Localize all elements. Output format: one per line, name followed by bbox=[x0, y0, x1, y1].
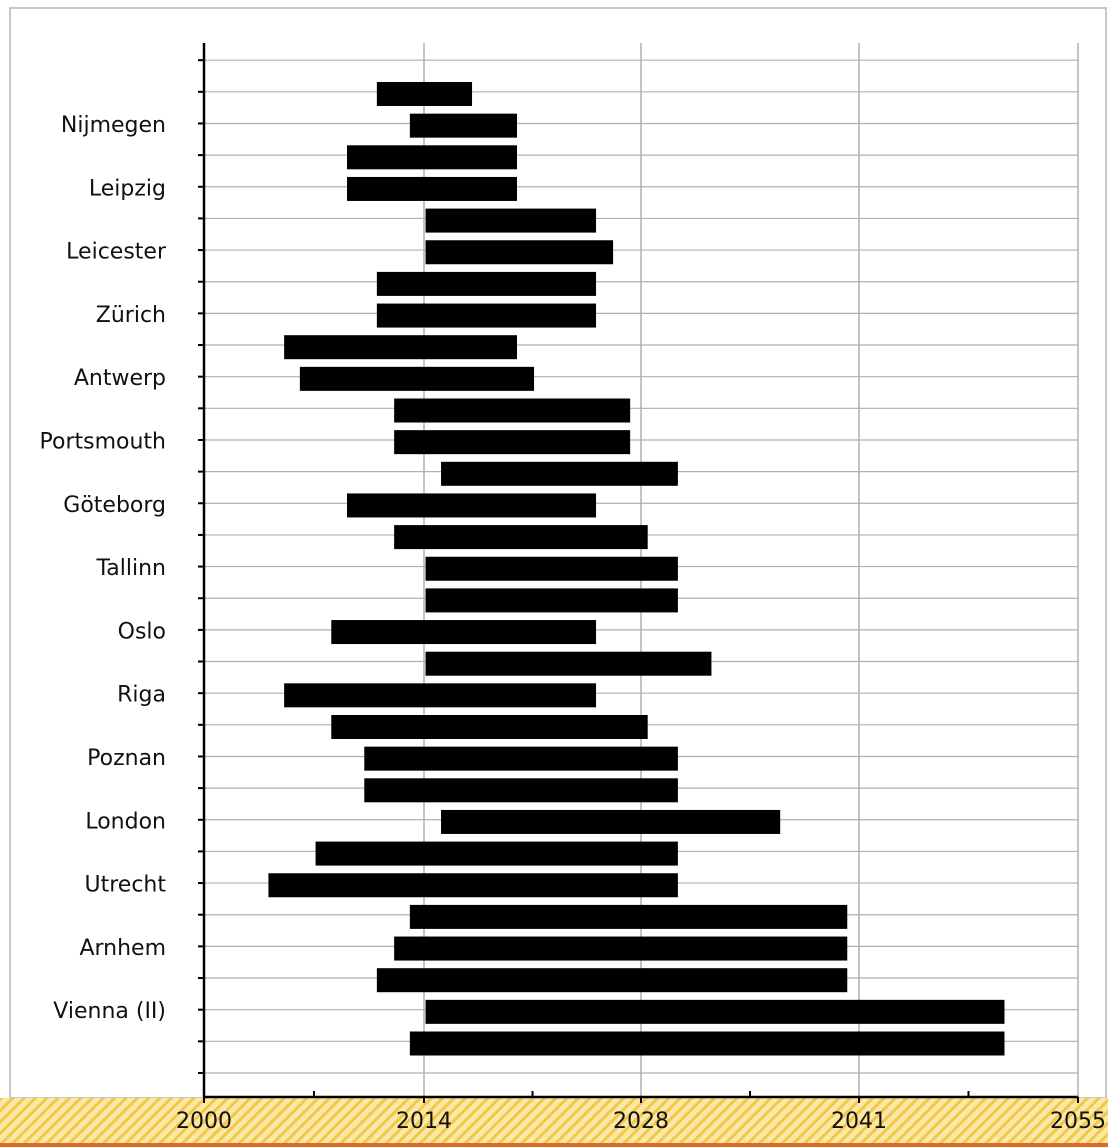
category-label: London bbox=[85, 809, 166, 834]
range-bar bbox=[284, 683, 597, 708]
range-bar bbox=[409, 113, 517, 138]
range-bar bbox=[331, 620, 597, 645]
range-bar bbox=[409, 904, 848, 929]
range-bar bbox=[347, 145, 517, 170]
footer-stripe-edge bbox=[0, 1143, 1108, 1147]
range-bar bbox=[394, 398, 631, 423]
category-label: Utrecht bbox=[85, 873, 167, 898]
x-tick-label: 2055 bbox=[1050, 1109, 1106, 1134]
x-tick-label: 2014 bbox=[396, 1109, 452, 1134]
category-label: Arnhem bbox=[79, 936, 166, 961]
category-label: Vienna (II) bbox=[53, 999, 166, 1024]
category-label: Leipzig bbox=[89, 176, 166, 201]
category-label: Leicester bbox=[66, 240, 167, 265]
range-bar bbox=[331, 715, 648, 739]
x-tick-label: 2041 bbox=[831, 1109, 887, 1134]
range-bar bbox=[394, 525, 648, 550]
range-bar bbox=[364, 778, 678, 803]
range-bar bbox=[425, 556, 678, 581]
range-bar bbox=[299, 366, 535, 391]
category-label: Oslo bbox=[118, 619, 166, 644]
range-bar bbox=[284, 335, 517, 360]
labels: Nijmegen Leipzig Leicester Zürich Antwerp Por… bbox=[40, 113, 1106, 1134]
range-bar bbox=[441, 809, 781, 834]
category-label: Antwerp bbox=[74, 366, 166, 391]
range-bar bbox=[376, 271, 597, 296]
range-bar bbox=[441, 461, 678, 486]
category-label: Zürich bbox=[96, 303, 166, 328]
range-bar bbox=[347, 493, 597, 518]
range-bar bbox=[394, 936, 848, 961]
range-bar bbox=[376, 303, 597, 328]
bars bbox=[268, 82, 1005, 1056]
range-bar bbox=[425, 651, 712, 676]
category-label: Tallinn bbox=[95, 556, 166, 581]
range-bar bbox=[268, 873, 678, 898]
range-bar bbox=[364, 746, 678, 771]
axes bbox=[198, 43, 1079, 1103]
x-tick-label: 2000 bbox=[176, 1109, 232, 1134]
footer-stripe bbox=[0, 1098, 1108, 1147]
range-bar bbox=[425, 208, 597, 233]
x-tick-label: 2028 bbox=[613, 1109, 669, 1134]
range-bar bbox=[409, 1031, 1005, 1056]
category-label: Poznan bbox=[87, 746, 166, 771]
range-bar bbox=[315, 841, 678, 866]
range-bar bbox=[376, 82, 473, 106]
category-label: Nijmegen bbox=[61, 113, 166, 138]
range-bar bbox=[425, 588, 678, 613]
range-bar bbox=[347, 176, 517, 201]
category-label: Göteborg bbox=[63, 493, 166, 518]
range-bar bbox=[425, 240, 614, 265]
category-label: Portsmouth bbox=[40, 430, 166, 455]
category-label: Riga bbox=[117, 683, 166, 708]
range-bar bbox=[394, 430, 631, 455]
outer-frame bbox=[9, 7, 1107, 1099]
range-bar bbox=[376, 968, 848, 993]
range-bar bbox=[425, 999, 1005, 1024]
